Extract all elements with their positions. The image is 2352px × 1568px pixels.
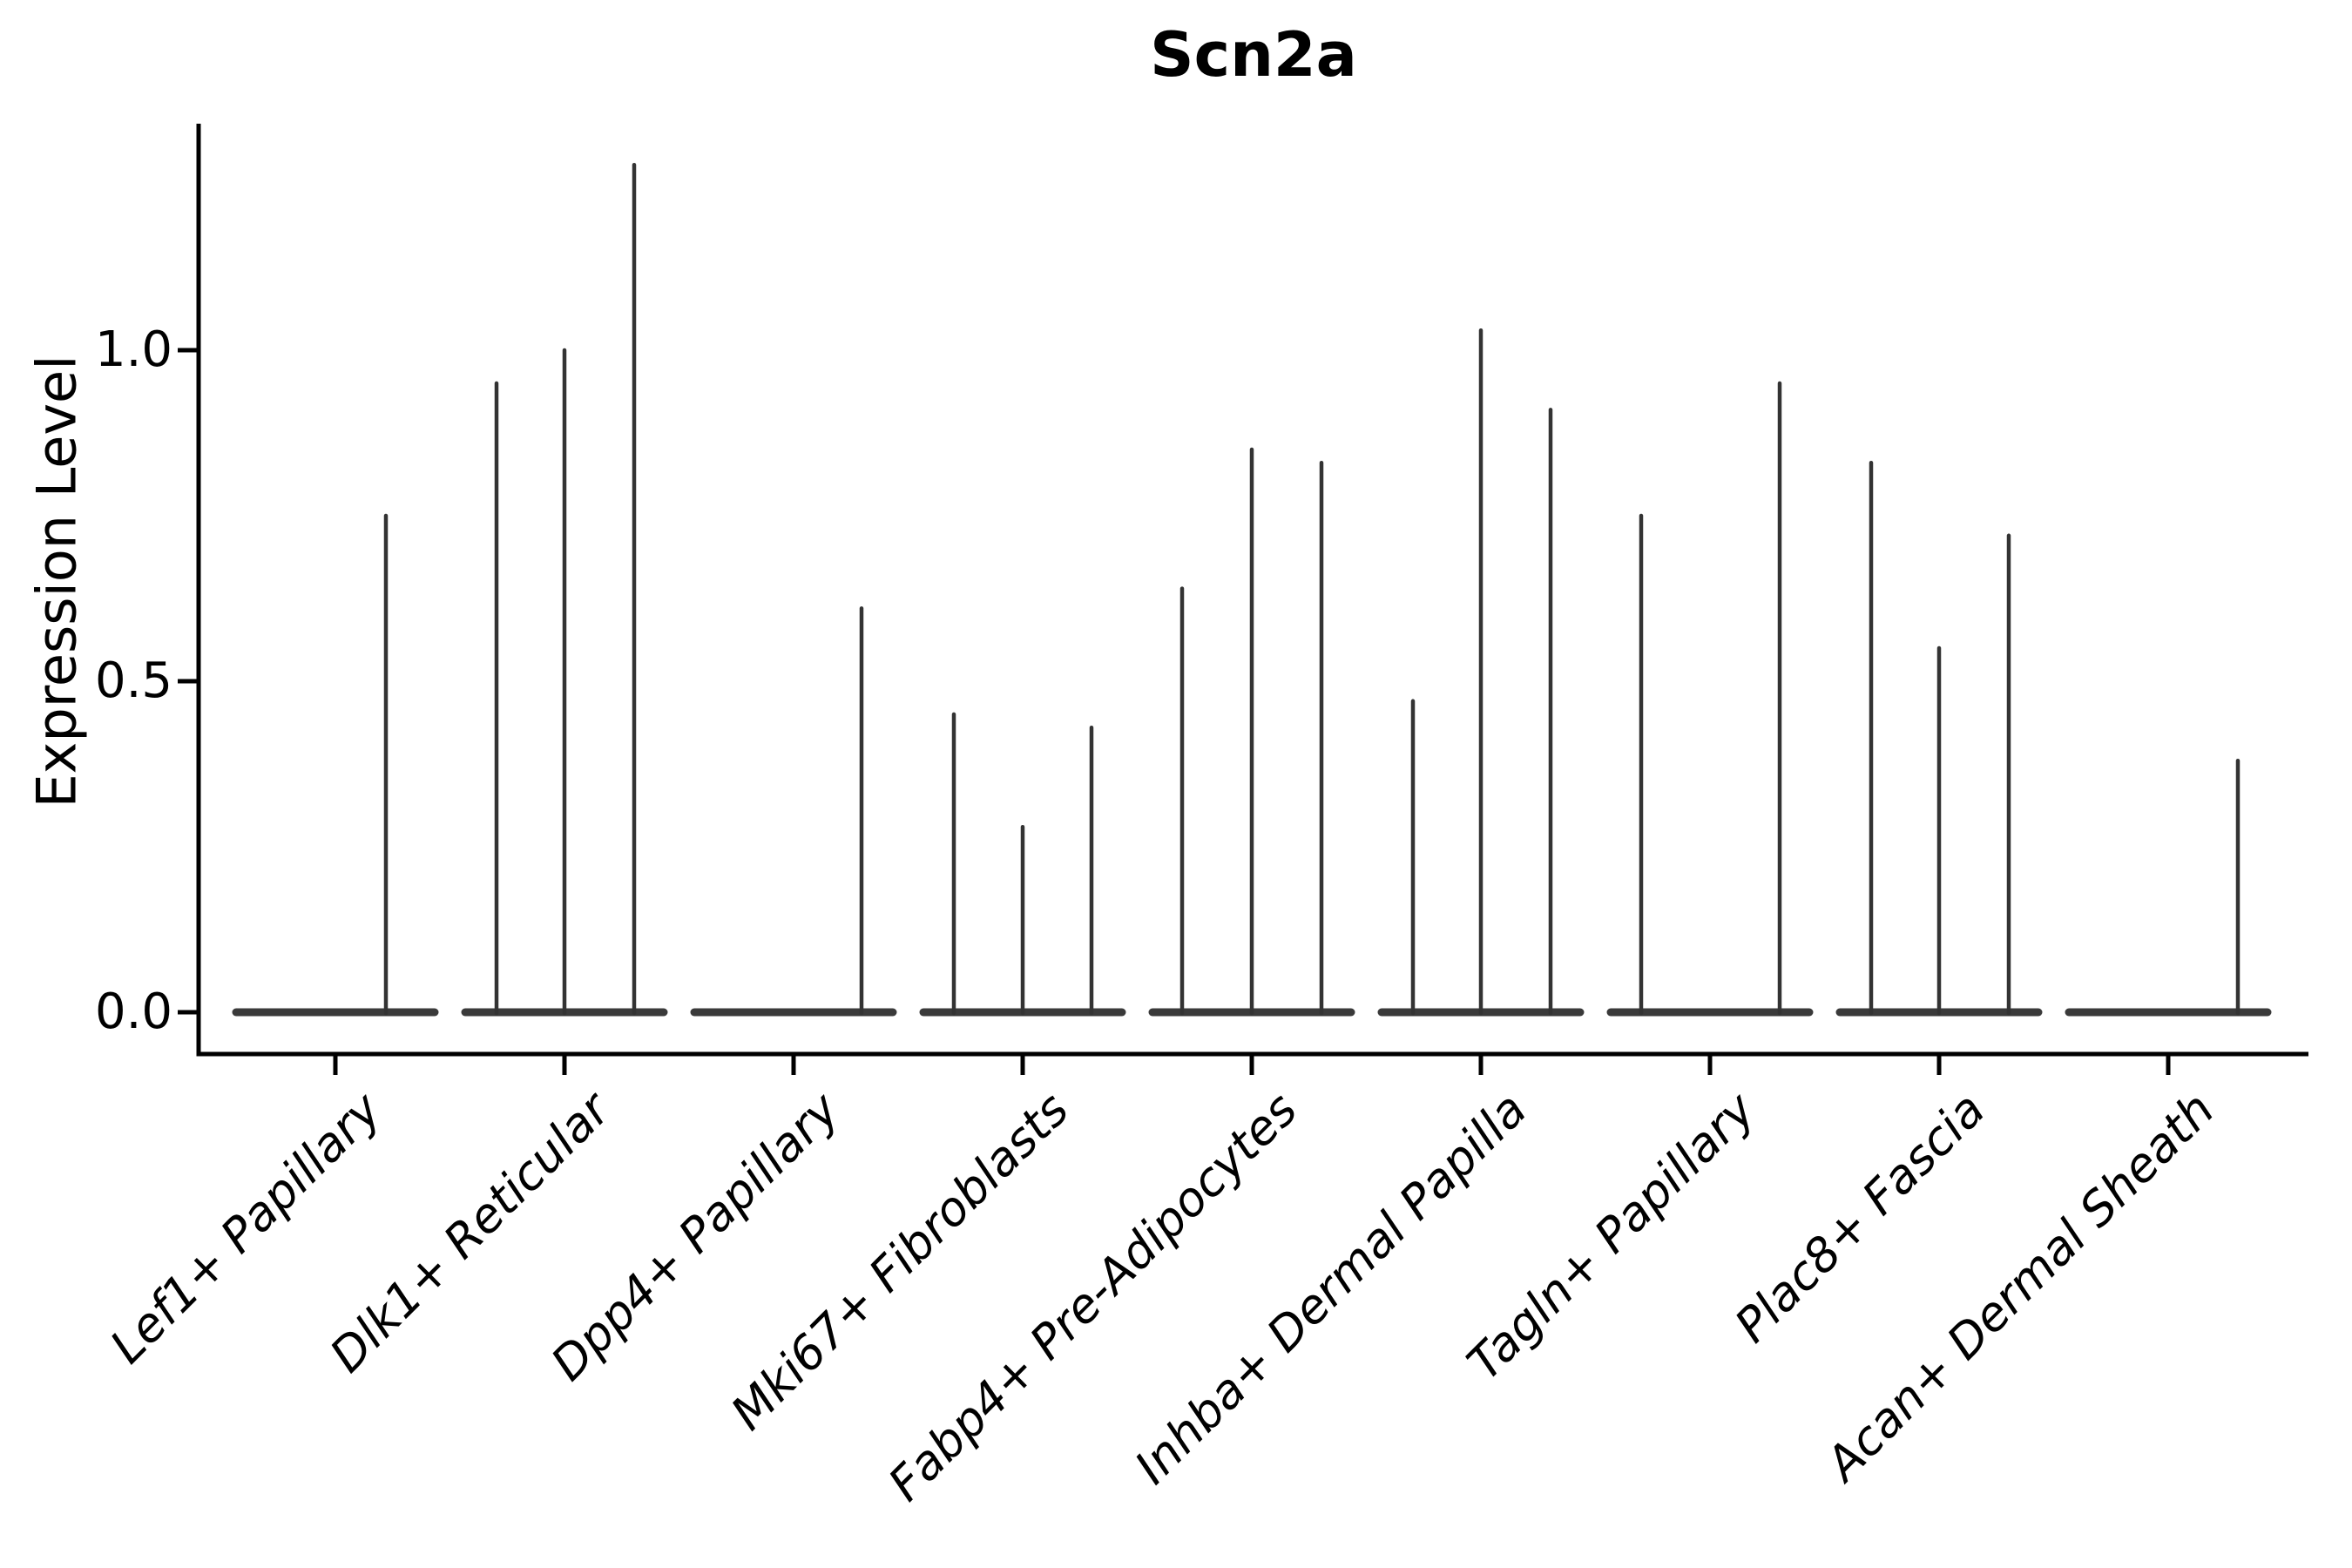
y-axis-label: Expression Level	[24, 355, 89, 808]
y-tick-label: 1.0	[94, 321, 172, 378]
y-tick-label: 0.5	[94, 652, 172, 709]
chart-title: Scn2a	[1150, 19, 1357, 91]
y-tick-label: 0.0	[94, 983, 172, 1040]
